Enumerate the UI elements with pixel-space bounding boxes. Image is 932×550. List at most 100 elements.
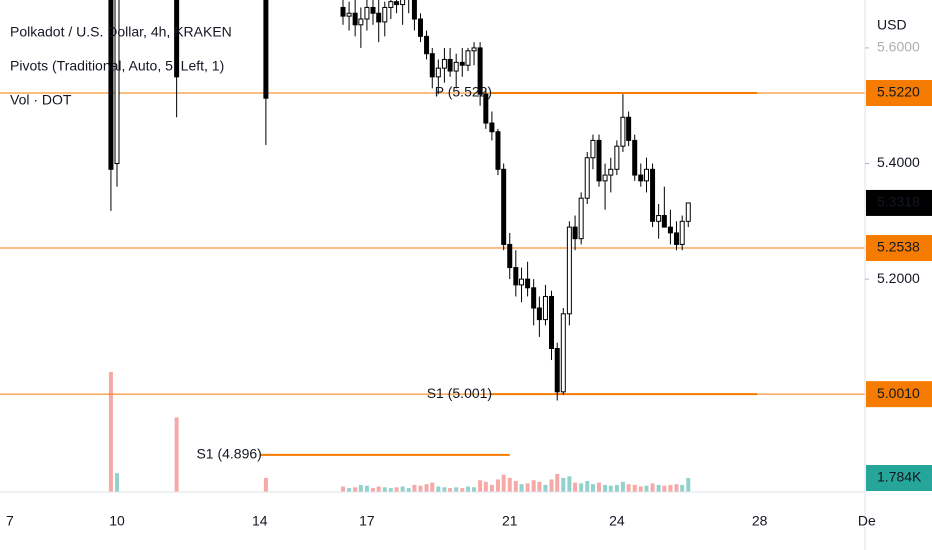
candle-body — [471, 47, 477, 52]
volume-bar — [460, 488, 465, 492]
candle-body — [536, 307, 542, 321]
volume-bar — [513, 481, 518, 492]
x-tick-label: 28 — [752, 513, 768, 529]
price-label-box — [866, 381, 932, 408]
volume-bar — [567, 476, 572, 492]
x-tick-label: 7 — [6, 513, 14, 529]
candle-body — [549, 295, 555, 349]
candle-body — [626, 116, 632, 141]
volume-bar — [424, 484, 429, 492]
candle-body — [174, 0, 180, 78]
volume-bar — [597, 482, 602, 492]
volume-bar — [537, 481, 542, 492]
volume-bar — [620, 481, 625, 492]
candle-body — [114, 0, 120, 165]
candle-body — [400, 0, 406, 6]
candle-body — [108, 0, 114, 170]
candle-body — [483, 93, 489, 124]
volume-bar — [501, 474, 506, 492]
volume-bar — [400, 486, 405, 492]
candle-body — [358, 18, 364, 26]
volume-bar — [370, 488, 375, 492]
candle-body — [507, 243, 513, 269]
candle-body — [554, 347, 560, 393]
volume-bar — [531, 480, 536, 492]
volume-bar — [561, 477, 566, 492]
candle-body — [352, 12, 358, 26]
price-label: 5.0010 — [877, 385, 920, 401]
volume-bar — [406, 488, 411, 492]
volume-bar — [632, 484, 637, 492]
volume-bar — [436, 486, 441, 492]
volume-bar — [543, 484, 548, 492]
axes: 7 10 14 17 21 24 28 De 5.6000 5.4000 5.2000 5.5220 5… — [6, 39, 932, 529]
volume-bar — [626, 484, 631, 492]
candle-body — [566, 226, 572, 315]
volume-bar — [465, 486, 470, 492]
candle-body — [441, 58, 447, 69]
x-tick-label: 10 — [109, 513, 125, 529]
volume-bar — [638, 486, 643, 492]
volume-bar — [472, 487, 477, 492]
y-tick-label: 5.2000 — [877, 270, 920, 286]
candle-body — [525, 278, 531, 289]
volume-bar — [495, 479, 500, 492]
pivot-label: S1 (5.001) — [427, 385, 492, 401]
volume-bar — [555, 473, 560, 492]
candle-body — [489, 122, 495, 133]
candle-body — [638, 174, 644, 182]
x-tick-label: 24 — [609, 513, 625, 529]
candle-body — [340, 6, 346, 17]
pivot-label: S1 (4.896) — [196, 446, 261, 462]
candle-body — [519, 278, 525, 286]
price-label: 5.3318 — [877, 194, 920, 210]
volume-bar — [418, 485, 423, 492]
candle-body — [590, 139, 596, 159]
volume-bar — [590, 484, 595, 492]
volume-bar — [668, 484, 673, 492]
volume-bar — [364, 485, 369, 492]
volume-bar — [519, 484, 524, 492]
volume-bar — [108, 371, 113, 492]
volume-bar — [454, 487, 459, 492]
volume-bar — [341, 486, 346, 492]
candle-body — [382, 6, 388, 23]
volume-bar — [382, 487, 387, 492]
volume-bar — [650, 483, 655, 492]
candle-body — [346, 12, 352, 17]
volume-bar — [430, 482, 435, 492]
price-label: 5.2538 — [877, 239, 920, 255]
candle-body — [643, 168, 649, 182]
candle-body — [459, 61, 465, 66]
currency-label: USD — [877, 17, 907, 33]
candle-body — [679, 220, 685, 245]
volume-bar — [608, 485, 613, 492]
volume-bar — [680, 484, 685, 492]
x-tick-label: 21 — [502, 513, 518, 529]
candle-body — [447, 58, 453, 72]
candle-body — [572, 226, 578, 240]
volume-bar — [174, 417, 179, 492]
volume-bar — [507, 477, 512, 492]
volume-bar — [549, 479, 554, 492]
candle-body — [542, 295, 548, 321]
volume-bar — [525, 483, 530, 492]
volume-bar — [115, 473, 120, 492]
volume-bar — [394, 487, 399, 492]
candle-body — [584, 157, 590, 199]
volume-bar — [662, 485, 667, 492]
candle-body — [370, 6, 376, 14]
volume-bar — [614, 484, 619, 492]
price-label: 5.5220 — [877, 84, 920, 100]
candle-body — [435, 67, 441, 78]
volume-bar — [448, 488, 453, 492]
legend-indicator: Pivots (Traditional, Auto, 5, Left, 1) — [10, 58, 224, 74]
candle-body — [411, 0, 417, 20]
volume-bar — [579, 483, 584, 492]
volume-bar — [353, 487, 358, 492]
candle-body — [661, 215, 667, 228]
price-label-box — [866, 189, 932, 216]
volume-bar — [412, 484, 417, 492]
volume-bar — [347, 488, 352, 492]
y-tick-label: 5.6000 — [877, 39, 920, 55]
